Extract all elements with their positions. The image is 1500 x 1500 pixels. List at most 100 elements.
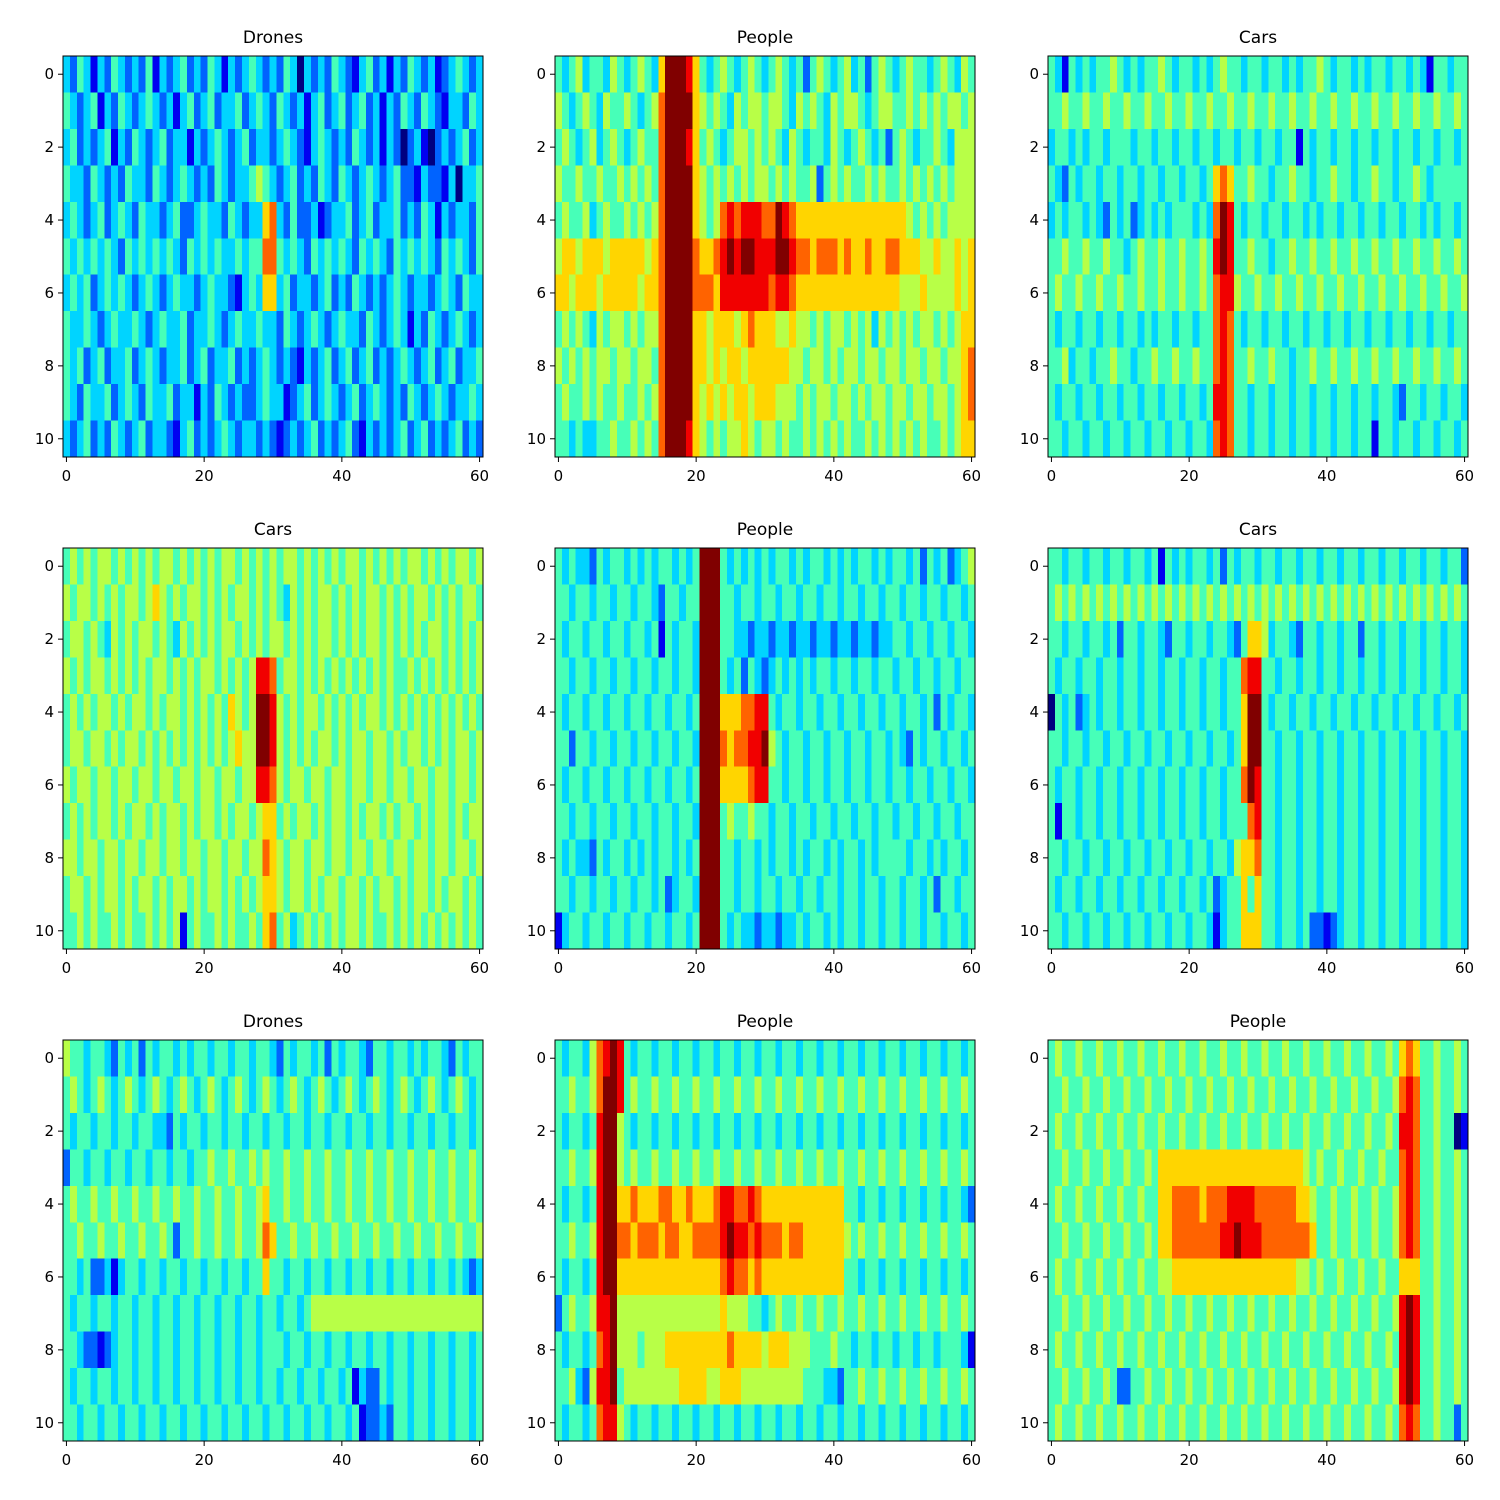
- heatmap-cell: [864, 876, 873, 913]
- heatmap-cell: [1282, 347, 1290, 385]
- heatmap-cell: [166, 165, 174, 203]
- heatmap-cell: [1371, 56, 1379, 93]
- heatmap-cell: [283, 1222, 291, 1260]
- heatmap-cell: [1406, 238, 1414, 276]
- heatmap-cell: [1103, 766, 1111, 804]
- heatmap-cell: [795, 384, 804, 421]
- heatmap-cell: [837, 347, 845, 385]
- heatmap-cell: [1137, 803, 1145, 840]
- heatmap-cell: [926, 803, 934, 840]
- heatmap-cell: [1392, 730, 1400, 768]
- heatmap-cell: [603, 1076, 611, 1114]
- heatmap-cell: [1364, 657, 1372, 695]
- heatmap-cell: [200, 1331, 208, 1369]
- heatmap-cell: [864, 384, 873, 421]
- heatmap-cell: [214, 803, 222, 840]
- heatmap-cell: [1227, 347, 1235, 385]
- heatmap-cell: [455, 730, 463, 768]
- heatmap-cell: [1061, 620, 1069, 658]
- heatmap-cell: [173, 1185, 181, 1223]
- heatmap-cell: [1247, 311, 1255, 348]
- heatmap-cell: [637, 693, 645, 731]
- heatmap-cell: [685, 584, 694, 622]
- heatmap-cell: [1254, 548, 1262, 585]
- heatmap-cell: [1116, 730, 1125, 768]
- heatmap-cell: [63, 56, 71, 93]
- heatmap-cell: [768, 238, 776, 276]
- heatmap-cell: [1275, 238, 1283, 276]
- heatmap-cell: [193, 1404, 202, 1442]
- heatmap-cell: [610, 1040, 618, 1077]
- heatmap-cell: [940, 1076, 948, 1114]
- heatmap-cell: [90, 1368, 98, 1405]
- heatmap-cell: [200, 1185, 208, 1223]
- heatmap-cell: [864, 1040, 873, 1077]
- heatmap-cell: [1061, 311, 1069, 348]
- heatmap-cell: [1185, 730, 1193, 768]
- heatmap-cell: [926, 912, 934, 950]
- heatmap-cell: [1357, 128, 1366, 166]
- heatmap-cell: [658, 766, 666, 804]
- heatmap-cell: [1206, 420, 1214, 458]
- heatmap-cell: [665, 165, 673, 203]
- heatmap-cell: [1330, 128, 1338, 166]
- heatmap-cell: [1109, 657, 1118, 695]
- heatmap-cell: [616, 420, 625, 458]
- heatmap-cell: [782, 803, 790, 840]
- heatmap-cell: [706, 730, 714, 768]
- heatmap-cell: [290, 384, 298, 421]
- heatmap-cell: [207, 1076, 215, 1114]
- heatmap-cell: [1151, 311, 1159, 348]
- heatmap-cell: [906, 548, 914, 585]
- heatmap-cell: [1323, 548, 1331, 585]
- heatmap-cell: [1213, 56, 1221, 93]
- heatmap-cell: [1048, 238, 1056, 276]
- heatmap-cell: [596, 803, 604, 840]
- heatmap-cell: [235, 693, 243, 731]
- heatmap-cell: [1199, 92, 1207, 130]
- heatmap-cell: [214, 1185, 222, 1223]
- heatmap-cell: [455, 1076, 463, 1114]
- heatmap-cell: [768, 128, 776, 166]
- heatmap-cell: [568, 201, 576, 239]
- heatmap-cell: [152, 803, 160, 840]
- heatmap-cell: [262, 201, 270, 239]
- heatmap-cell: [713, 548, 721, 585]
- heatmap-cell: [324, 420, 332, 458]
- heatmap-cell: [961, 420, 969, 458]
- heatmap-cell: [713, 584, 721, 622]
- heatmap-cell: [589, 1112, 597, 1150]
- heatmap-cell: [1454, 384, 1462, 421]
- heatmap-cell: [76, 1368, 84, 1405]
- heatmap-cell: [561, 128, 570, 166]
- heatmap-cell: [186, 1040, 195, 1077]
- heatmap-cell: [1233, 876, 1242, 913]
- heatmap-cell: [269, 128, 277, 166]
- heatmap-cell: [1227, 384, 1235, 421]
- heatmap-cell: [1275, 56, 1283, 93]
- heatmap-cell: [1185, 584, 1193, 622]
- heatmap-cell: [1240, 839, 1248, 877]
- heatmap-cell: [1109, 274, 1118, 312]
- heatmap-cell: [1158, 56, 1166, 93]
- heatmap-cell: [393, 201, 401, 239]
- heatmap-cell: [372, 311, 381, 348]
- heatmap-cell: [462, 92, 470, 130]
- heatmap-cell: [616, 238, 625, 276]
- heatmap-cell: [919, 420, 928, 458]
- heatmap-cell: [462, 766, 470, 804]
- heatmap-cell: [1323, 620, 1331, 658]
- heatmap-cell: [386, 584, 394, 622]
- heatmap-cell: [255, 201, 263, 239]
- heatmap-cell: [1171, 56, 1180, 93]
- heatmap-cell: [1392, 128, 1400, 166]
- heatmap-cell: [262, 347, 270, 385]
- heatmap-cell: [561, 912, 570, 950]
- heatmap-cell: [283, 311, 291, 348]
- heatmap-cell: [685, 876, 694, 913]
- heatmap-cell: [1158, 730, 1166, 768]
- heatmap-cell: [610, 201, 618, 239]
- heatmap-cell: [940, 766, 948, 804]
- heatmap-cell: [1199, 128, 1207, 166]
- heatmap-cell: [159, 1404, 167, 1442]
